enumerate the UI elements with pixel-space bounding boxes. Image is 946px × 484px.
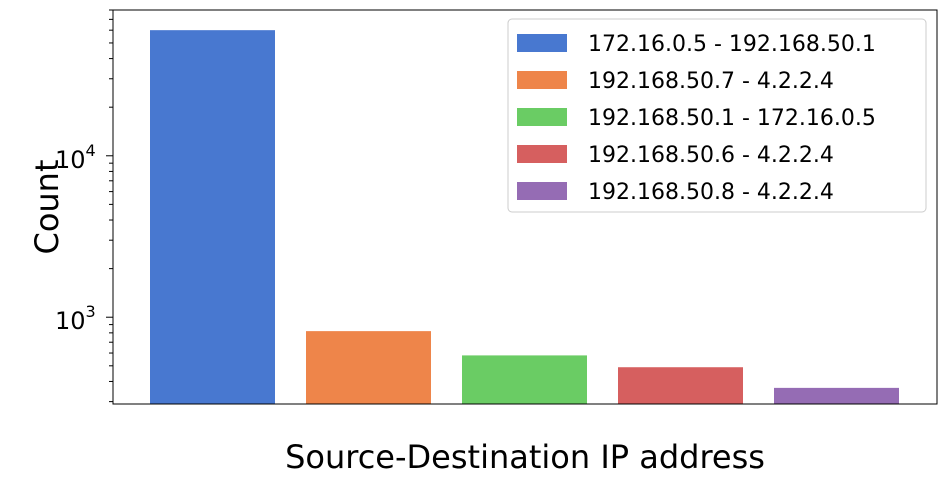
legend-swatch-4	[517, 145, 567, 163]
bars-group	[150, 30, 899, 404]
bar-1	[150, 30, 275, 404]
x-axis-label: Source-Destination IP address	[285, 438, 765, 476]
y-tick-label: 104	[55, 141, 96, 174]
plot-frame	[112, 9, 938, 405]
legend-swatch-1	[517, 34, 567, 52]
legend-label-5: 192.168.50.8 - 4.2.2.4	[588, 180, 834, 205]
y-tick-label: 103	[55, 302, 96, 335]
legend-label-4: 192.168.50.6 - 4.2.2.4	[588, 143, 834, 168]
bar-5	[774, 387, 899, 404]
legend-label-1: 172.16.0.5 - 192.168.50.1	[588, 32, 876, 57]
y-axis-ticks: 103 104	[55, 9, 113, 403]
bar-2	[306, 331, 431, 404]
legend-swatch-2	[517, 71, 567, 89]
legend-swatch-5	[517, 182, 567, 200]
legend-label-2: 192.168.50.7 - 4.2.2.4	[588, 69, 834, 94]
legend-swatch-3	[517, 108, 567, 126]
legend: 172.16.0.5 - 192.168.50.1 192.168.50.7 - …	[507, 18, 927, 213]
y-axis-label: Count	[28, 159, 66, 254]
legend-box	[507, 18, 927, 213]
legend-label-3: 192.168.50.1 - 172.16.0.5	[588, 106, 876, 131]
bar-3	[462, 355, 587, 404]
bar-4	[618, 367, 743, 404]
